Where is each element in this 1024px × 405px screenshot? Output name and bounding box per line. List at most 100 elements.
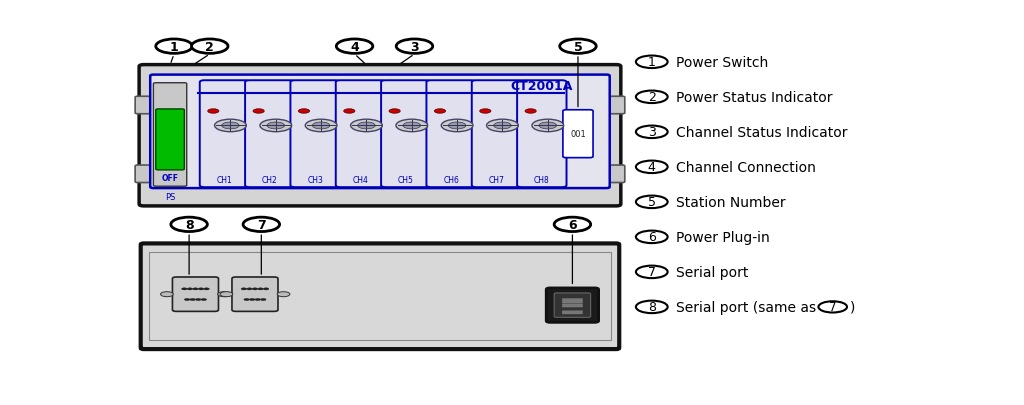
FancyBboxPatch shape	[156, 110, 184, 171]
Circle shape	[260, 298, 266, 301]
FancyBboxPatch shape	[245, 81, 295, 188]
Circle shape	[241, 288, 247, 290]
Text: CH6: CH6	[443, 175, 459, 184]
Circle shape	[403, 123, 421, 130]
FancyBboxPatch shape	[472, 81, 521, 188]
Circle shape	[263, 288, 269, 290]
Text: 5: 5	[573, 40, 583, 53]
FancyBboxPatch shape	[609, 97, 625, 115]
Text: 7: 7	[648, 266, 655, 279]
Text: CH2: CH2	[262, 175, 278, 184]
Text: Power Plug-in: Power Plug-in	[676, 230, 769, 244]
FancyBboxPatch shape	[381, 81, 430, 188]
Circle shape	[244, 298, 250, 301]
Circle shape	[187, 288, 193, 290]
Text: Channel Status Indicator: Channel Status Indicator	[676, 126, 847, 139]
FancyBboxPatch shape	[232, 277, 278, 311]
Circle shape	[298, 109, 309, 114]
Text: CH4: CH4	[352, 175, 369, 184]
Circle shape	[336, 40, 373, 54]
FancyBboxPatch shape	[139, 66, 621, 207]
Text: 1: 1	[170, 40, 178, 53]
FancyBboxPatch shape	[154, 83, 186, 187]
Circle shape	[181, 288, 187, 290]
Circle shape	[267, 123, 285, 130]
FancyBboxPatch shape	[291, 81, 340, 188]
Circle shape	[193, 288, 199, 290]
Circle shape	[253, 109, 264, 114]
Text: ): )	[850, 300, 855, 314]
Text: Serial port (same as: Serial port (same as	[676, 300, 816, 314]
Circle shape	[480, 109, 490, 114]
Circle shape	[260, 120, 292, 132]
FancyBboxPatch shape	[172, 277, 218, 311]
Bar	[148, 253, 611, 340]
Circle shape	[255, 298, 260, 301]
Circle shape	[312, 123, 330, 130]
Circle shape	[278, 292, 290, 297]
Text: CH5: CH5	[398, 175, 414, 184]
FancyBboxPatch shape	[200, 81, 249, 188]
FancyBboxPatch shape	[562, 311, 583, 314]
Text: Power Status Indicator: Power Status Indicator	[676, 91, 833, 104]
Circle shape	[531, 120, 563, 132]
Text: 6: 6	[648, 231, 655, 244]
Text: 6: 6	[568, 218, 577, 231]
Text: 7: 7	[257, 218, 265, 231]
Circle shape	[161, 292, 173, 297]
FancyBboxPatch shape	[151, 75, 609, 189]
FancyBboxPatch shape	[554, 293, 591, 318]
Circle shape	[486, 120, 518, 132]
Circle shape	[208, 109, 219, 114]
Text: 2: 2	[206, 40, 214, 53]
Text: CH7: CH7	[488, 175, 505, 184]
Circle shape	[258, 288, 263, 290]
Circle shape	[218, 292, 230, 297]
Circle shape	[441, 120, 473, 132]
FancyBboxPatch shape	[140, 244, 620, 349]
Circle shape	[539, 123, 556, 130]
Text: 8: 8	[184, 218, 194, 231]
Circle shape	[396, 120, 428, 132]
FancyBboxPatch shape	[609, 166, 625, 183]
Circle shape	[201, 298, 207, 301]
Circle shape	[156, 40, 193, 54]
Text: Station Number: Station Number	[676, 195, 785, 209]
FancyBboxPatch shape	[562, 304, 583, 307]
Circle shape	[494, 123, 511, 130]
Circle shape	[434, 109, 445, 114]
Text: PS: PS	[165, 192, 175, 201]
Circle shape	[350, 120, 382, 132]
Circle shape	[199, 288, 204, 290]
FancyBboxPatch shape	[135, 166, 151, 183]
Circle shape	[344, 109, 355, 114]
FancyBboxPatch shape	[563, 111, 593, 158]
Text: 2: 2	[648, 91, 655, 104]
Circle shape	[184, 298, 189, 301]
FancyBboxPatch shape	[546, 288, 599, 322]
Circle shape	[449, 123, 466, 130]
Text: 4: 4	[648, 161, 655, 174]
Text: 3: 3	[411, 40, 419, 53]
Circle shape	[357, 123, 375, 130]
Circle shape	[525, 109, 537, 114]
Circle shape	[215, 120, 247, 132]
Circle shape	[220, 292, 232, 297]
Circle shape	[396, 40, 433, 54]
Circle shape	[189, 298, 196, 301]
Text: 7: 7	[829, 301, 837, 313]
Text: Serial port: Serial port	[676, 265, 748, 279]
Text: 5: 5	[648, 196, 655, 209]
Text: CT2001A: CT2001A	[510, 79, 572, 92]
Circle shape	[196, 298, 201, 301]
FancyBboxPatch shape	[135, 97, 151, 115]
Text: CH3: CH3	[307, 175, 324, 184]
FancyBboxPatch shape	[336, 81, 385, 188]
Circle shape	[243, 217, 280, 232]
FancyBboxPatch shape	[517, 81, 566, 188]
Circle shape	[554, 217, 591, 232]
Text: Power Switch: Power Switch	[676, 55, 768, 70]
Circle shape	[305, 120, 337, 132]
Circle shape	[250, 298, 255, 301]
Text: CH8: CH8	[534, 175, 550, 184]
